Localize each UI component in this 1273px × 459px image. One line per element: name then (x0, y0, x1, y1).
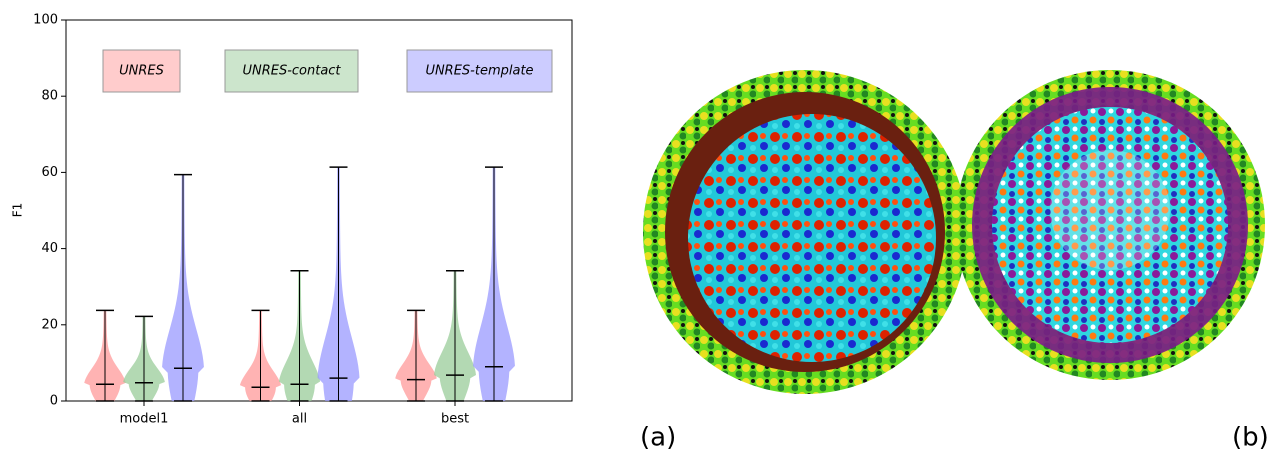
x-tick-label: best (441, 412, 469, 427)
legend-label: UNRES-template (425, 64, 533, 79)
panel-label: (a) (640, 423, 676, 453)
y-tick-label: 60 (41, 165, 58, 180)
legend-label: UNRES (119, 64, 164, 79)
y-axis-label: F1 (11, 203, 25, 218)
molecule-b (955, 70, 1265, 380)
x-tick-label: model1 (120, 412, 169, 427)
page: (a) (b) F1 0 20 40 60 80 100 model1 all best UNRE… (0, 0, 1273, 459)
y-tick-label: 40 (41, 241, 58, 256)
y-tick-label: 0 (50, 394, 58, 409)
x-tick-label: all (292, 412, 307, 427)
molecule-a (643, 70, 967, 394)
y-tick-label: 80 (41, 89, 58, 104)
panel-label: (b) (1232, 423, 1269, 453)
legend-label: UNRES-contact (242, 64, 341, 79)
y-tick-label: 100 (33, 13, 58, 28)
figure: (a) (b) F1 0 20 40 60 80 100 model1 all best UNRE… (0, 0, 1273, 455)
y-tick-label: 20 (41, 317, 58, 332)
